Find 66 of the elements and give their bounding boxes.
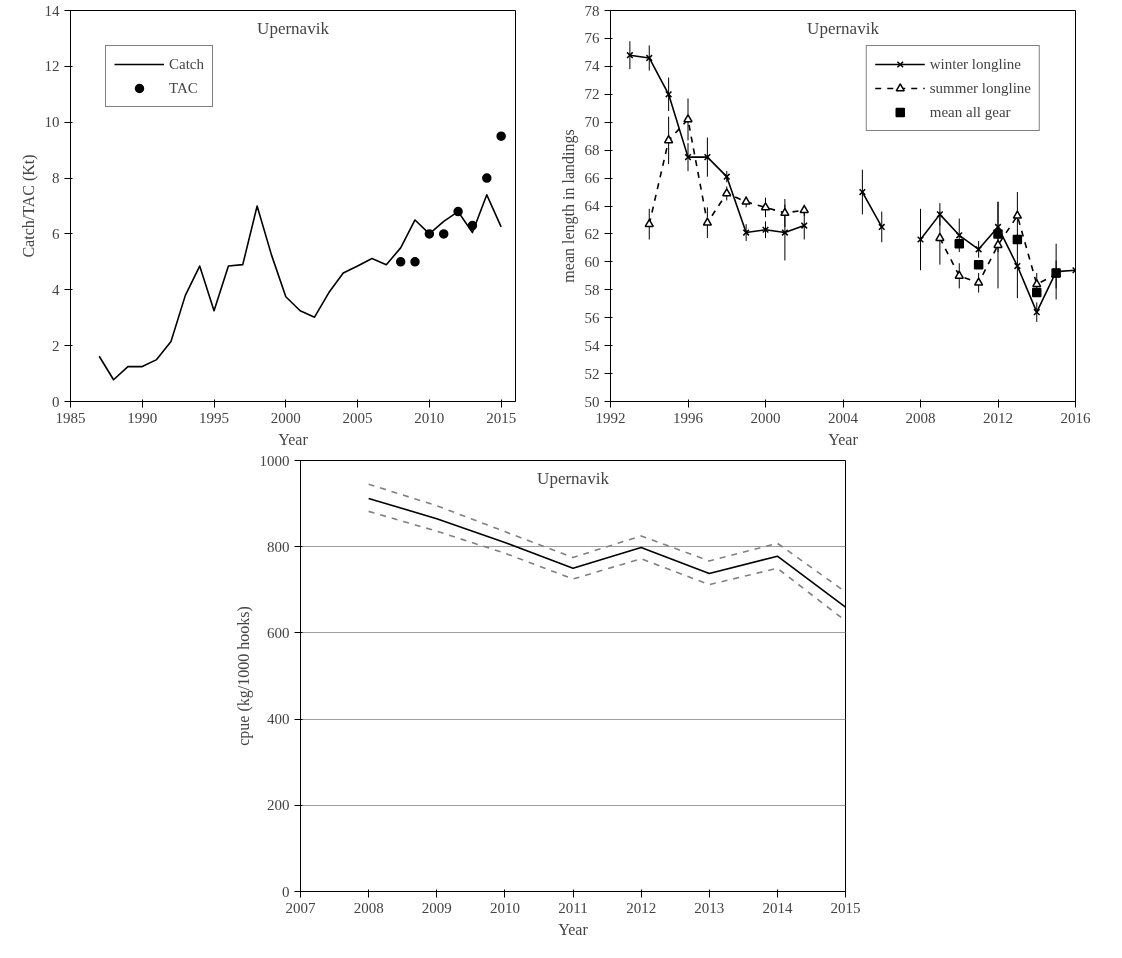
y-tick-label: 72 <box>584 86 600 103</box>
y-tick-label: 58 <box>584 281 600 298</box>
x-tick-label: 2014 <box>762 899 793 916</box>
x-axis-title: Year <box>558 920 589 938</box>
y-tick-label: 74 <box>584 58 600 75</box>
legend-label: mean all gear <box>929 103 1011 121</box>
x-tick-label: 2005 <box>342 409 373 426</box>
x-tick-label: 1995 <box>199 409 230 426</box>
y-tick-label: 1000 <box>259 452 290 469</box>
x-tick-label: 1992 <box>595 409 626 426</box>
y-tick-label: 62 <box>584 225 600 242</box>
y-axis-title: Catch/TAC (Kt) <box>19 154 38 258</box>
y-tick-label: 70 <box>584 114 600 131</box>
y-axis-title: mean length in landings <box>559 129 578 283</box>
y-tick-label: 0 <box>282 883 290 900</box>
x-tick-label: 2004 <box>828 409 859 426</box>
x-tick-label: 2007 <box>285 899 316 916</box>
x-tick-label: 2012 <box>983 409 1013 426</box>
x-tick-label: 2015 <box>830 899 861 916</box>
y-tick-label: 54 <box>584 337 600 354</box>
legend-label: Catch <box>169 55 204 73</box>
y-tick-label: 2 <box>52 337 60 354</box>
x-tick-label: 2016 <box>1060 409 1091 426</box>
legend-label: summer longline <box>929 79 1031 97</box>
x-axis-title: Year <box>828 430 859 448</box>
y-tick-label: 400 <box>267 711 290 728</box>
x-tick-label: 2012 <box>626 899 657 916</box>
y-tick-label: 800 <box>267 538 290 555</box>
y-tick-label: 14 <box>44 2 60 19</box>
text: Upernavik <box>807 18 880 38</box>
y-tick-label: 600 <box>267 624 290 641</box>
y-tick-label: 64 <box>584 198 600 214</box>
y-axis-title: cpue (kg/1000 hooks) <box>234 606 253 746</box>
y-tick-label: 68 <box>584 142 600 159</box>
x-tick-label: 2011 <box>558 899 588 916</box>
x-tick-label: 2008 <box>905 409 936 426</box>
y-tick-label: 10 <box>44 114 60 131</box>
x-tick-label: 2000 <box>270 409 301 426</box>
y-tick-label: 52 <box>584 365 600 382</box>
y-tick-label: 12 <box>44 58 60 75</box>
y-tick-label: 78 <box>584 2 600 19</box>
y-tick-label: 200 <box>267 797 290 814</box>
y-tick-label: 66 <box>584 170 600 187</box>
y-tick-label: 4 <box>52 281 60 298</box>
x-tick-label: 1996 <box>673 409 704 426</box>
x-tick-label: 2010 <box>489 899 520 916</box>
x-tick-label: 2008 <box>353 899 384 916</box>
y-tick-label: 0 <box>52 393 60 410</box>
y-tick-label: 56 <box>584 309 600 326</box>
text: Upernavik <box>257 18 330 38</box>
legend-label: winter longline <box>929 55 1021 73</box>
x-tick-label: 1985 <box>55 409 86 426</box>
x-tick-label: 1990 <box>127 409 158 426</box>
x-tick-label: 2010 <box>414 409 445 426</box>
y-tick-label: 76 <box>584 30 600 47</box>
y-tick-label: 6 <box>52 225 60 242</box>
x-tick-label: 2009 <box>421 899 452 916</box>
text: Upernavik <box>537 468 610 488</box>
legend-label: TAC <box>169 79 198 97</box>
y-tick-label: 50 <box>584 393 600 410</box>
x-axis-title: Year <box>278 430 309 448</box>
x-tick-label: 2000 <box>750 409 781 426</box>
x-tick-label: 2015 <box>486 409 517 426</box>
y-tick-label: 60 <box>584 253 600 270</box>
y-tick-label: 8 <box>52 170 60 187</box>
x-tick-label: 2013 <box>694 899 725 916</box>
